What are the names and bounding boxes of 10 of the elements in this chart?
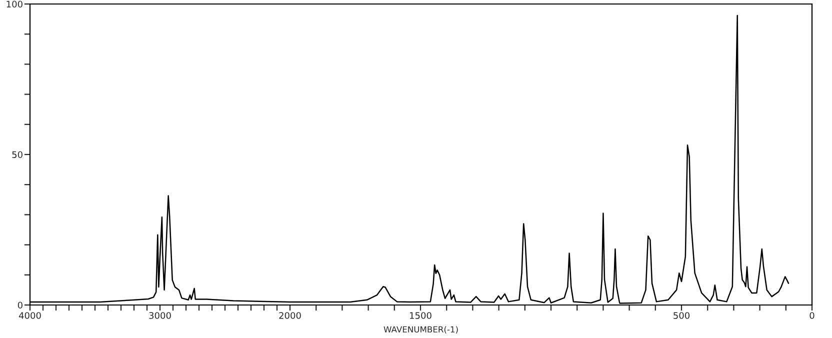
x-tick-label: 0 xyxy=(810,312,814,319)
y-tick-label: 50 xyxy=(12,151,22,158)
x-axis-title: WAVENUMBER(-1) xyxy=(384,326,458,334)
x-tick-label: 4000 xyxy=(18,312,41,319)
y-tick-label: 100 xyxy=(6,0,22,8)
x-tick-label: 2000 xyxy=(279,312,301,319)
x-tick-label: 1500 xyxy=(410,312,432,319)
x-tick-label: 3000 xyxy=(149,312,171,319)
x-tick-label: 500 xyxy=(674,312,690,319)
y-tick-label: 0 xyxy=(18,302,22,309)
